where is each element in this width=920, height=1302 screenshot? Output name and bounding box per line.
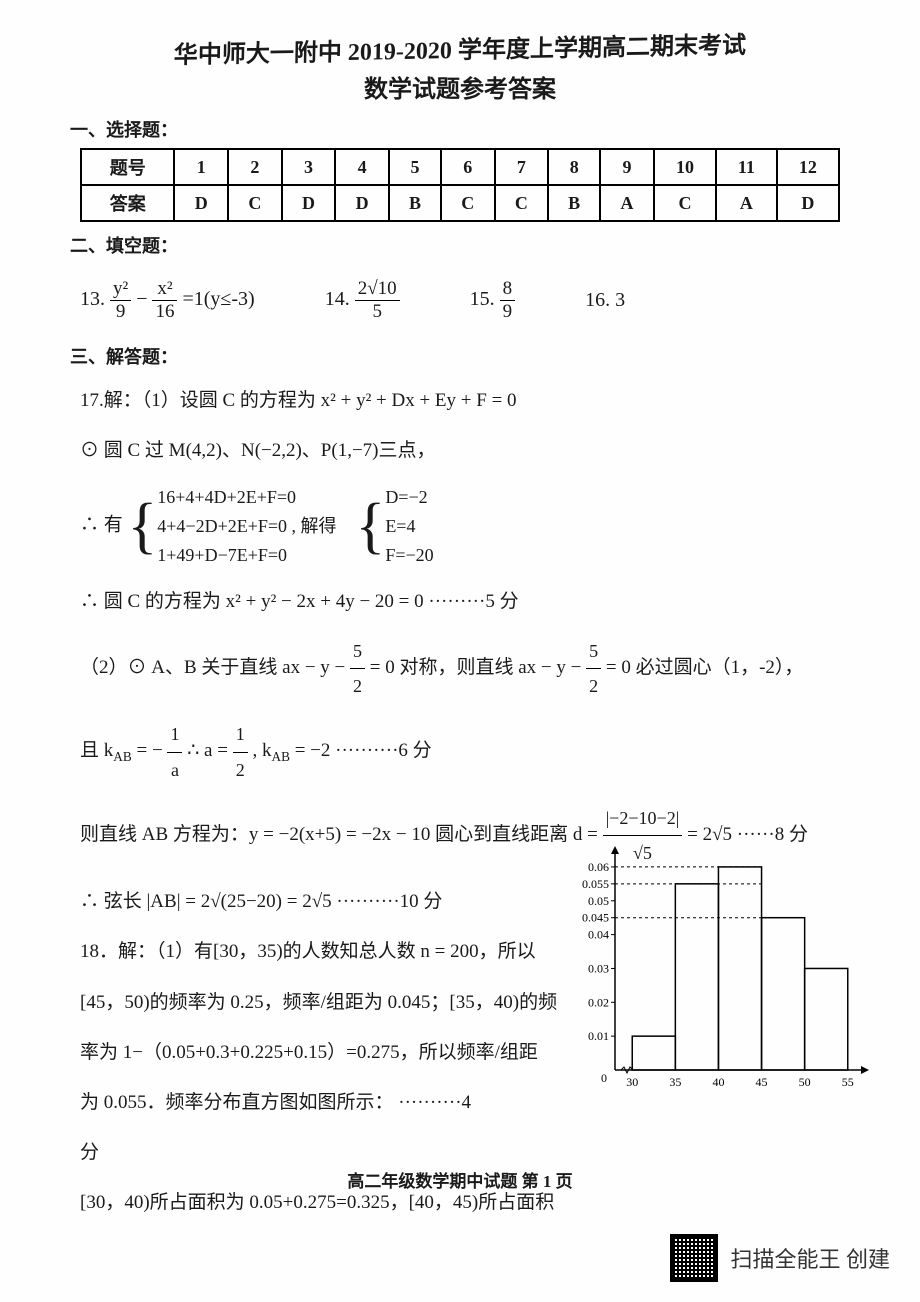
q15-label: 15. (470, 288, 495, 310)
ans: C (441, 185, 495, 221)
q17-line1: 17.解：（1）设圆 C 的方程为 x² + y² + Dx + Ey + F … (80, 383, 860, 419)
watermark: 扫描全能王 创建 (670, 1234, 890, 1282)
svg-text:0.01: 0.01 (588, 1029, 609, 1043)
sol-eq: E=4 (385, 512, 433, 541)
ans-label: 答案 (81, 185, 174, 221)
ans: A (716, 185, 777, 221)
qnum: 10 (654, 149, 716, 185)
svg-text:0: 0 (601, 1071, 607, 1085)
qr-code-icon (670, 1234, 718, 1282)
q14: 14. 2√105 (325, 278, 400, 323)
sol-eq: F=−20 (385, 541, 433, 570)
q17-line3: ∴ 圆 C 的方程为 x² + y² − 2x + 4y − 20 = 0 ··… (80, 584, 860, 620)
document-page: 华中师大一附中 2019-2020 学年度上学期高二期末考试 数学试题参考答案 … (0, 0, 920, 1302)
svg-text:0.04: 0.04 (588, 928, 609, 942)
svg-text:55: 55 (842, 1075, 854, 1089)
svg-text:0.06: 0.06 (588, 860, 609, 874)
svg-text:0.03: 0.03 (588, 961, 609, 975)
qnum: 9 (600, 149, 654, 185)
sys-eq: 4+4−2D+2E+F=0 , 解得 (157, 512, 336, 541)
table-row: 答案 D C D D B C C B A C A D (81, 185, 839, 221)
sys-eq: 16+4+4D+2E+F=0 (157, 483, 336, 512)
ans: D (335, 185, 389, 221)
qnum: 7 (495, 149, 549, 185)
ans: D (777, 185, 839, 221)
sys-prefix: ∴ 有 (80, 515, 123, 536)
svg-text:0.02: 0.02 (588, 995, 609, 1009)
section2-header: 二、填空题： (70, 232, 860, 258)
ans: B (548, 185, 600, 221)
qnum: 4 (335, 149, 389, 185)
q17-system: ∴ 有 { 16+4+4D+2E+F=0 4+4−2D+2E+F=0 , 解得 … (80, 483, 860, 569)
ans: B (389, 185, 441, 221)
q18-line2: [45，50)的频率为 0.25，频率/组距为 0.045；[35，40)的频 (80, 985, 560, 1021)
sys-eq: 1+49+D−7E+F=0 (157, 541, 336, 570)
svg-text:0.045: 0.045 (582, 911, 609, 925)
q18-line1: 18．解：（1）有[30，35)的人数知总人数 n = 200，所以 (80, 934, 560, 970)
left-brace-icon: { (128, 502, 158, 552)
ans: C (228, 185, 282, 221)
q18-line5: 分 (80, 1135, 560, 1171)
watermark-text: 扫描全能王 创建 (730, 1242, 890, 1274)
fill-blank-row: 13. y²9 − x²16 =1(y≤-3) 14. 2√105 15. 89… (80, 278, 860, 323)
title-sub: 数学试题参考答案 (60, 69, 860, 104)
table-row: 题号 1 2 3 4 5 6 7 8 9 10 11 12 (81, 149, 839, 185)
qnum: 5 (389, 149, 441, 185)
q13-label: 13. (80, 288, 105, 310)
svg-text:30: 30 (626, 1075, 638, 1089)
qnum: 1 (174, 149, 228, 185)
q17-line2: ⊙ 圆 C 过 M(4,2)、N(−2,2)、P(1,−7)三点， (80, 433, 860, 469)
ans: C (654, 185, 716, 221)
qnum: 2 (228, 149, 282, 185)
ans: A (600, 185, 654, 221)
page-footer: 高二年级数学期中试题 第 1 页 (0, 1167, 920, 1192)
qnum: 8 (548, 149, 600, 185)
histogram-chart: 0.01 0.02 0.03 0.04 0.045 0.05 0.055 0.06 30 35 40… (565, 840, 875, 1100)
q13: 13. y²9 − x²16 =1(y≤-3) (80, 278, 255, 323)
svg-text:35: 35 (669, 1075, 681, 1089)
qnum: 6 (441, 149, 495, 185)
section3-header: 三、解答题： (70, 343, 860, 369)
q18-line4: 为 0.055．频率分布直方图如图所示： ··········4 (80, 1085, 560, 1121)
sol-eq: D=−2 (385, 483, 433, 512)
q15: 15. 89 (470, 278, 516, 323)
section1-header: 一、选择题： (70, 116, 860, 142)
svg-text:40: 40 (712, 1075, 724, 1089)
ans: D (174, 185, 228, 221)
qnum: 12 (777, 149, 839, 185)
svg-text:45: 45 (756, 1075, 768, 1089)
q17-line5: 且 kAB = − 1a ∴ a = 12 , kAB = −2 ·······… (80, 717, 860, 787)
ans: C (495, 185, 549, 221)
title-main: 华中师大一附中 2019-2020 学年度上学期高二期末考试 (60, 23, 861, 72)
qnum: 11 (716, 149, 777, 185)
q17-part2: （2）⊙ A、B 关于直线 ax − y − 52 = 0 对称，则直线 ax … (80, 634, 860, 704)
q18-line3: 率为 1−（0.05+0.3+0.225+0.15）=0.275，所以频率/组距 (80, 1035, 560, 1071)
ans: D (282, 185, 336, 221)
left-brace-icon: { (356, 502, 386, 552)
q13-tail: =1(y≤-3) (182, 288, 254, 310)
q16: 16. 3 (585, 289, 625, 312)
q14-label: 14. (325, 288, 350, 310)
row-label: 题号 (81, 149, 174, 185)
answer-table: 题号 1 2 3 4 5 6 7 8 9 10 11 12 答案 D C D D… (80, 148, 840, 222)
svg-text:50: 50 (799, 1075, 811, 1089)
qnum: 3 (282, 149, 336, 185)
svg-text:0.055: 0.055 (582, 877, 609, 891)
svg-text:0.05: 0.05 (588, 894, 609, 908)
